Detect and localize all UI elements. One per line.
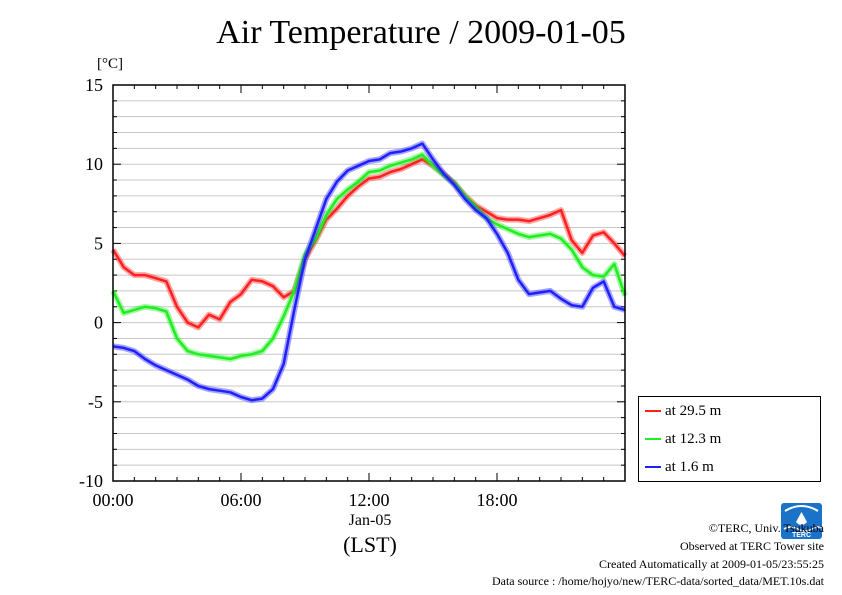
x-axis-date-label: Jan-05	[348, 512, 392, 529]
svg-text:TERC: TERC	[792, 532, 811, 539]
y-tick-label: 10	[85, 154, 103, 174]
chart-title: Air Temperature / 2009-01-05	[216, 14, 626, 51]
copyright-text: ©TERC, Univ. Tsukuba	[708, 521, 824, 535]
y-tick-label: -10	[79, 471, 103, 491]
source-text: Data source : /home/hojyo/new/TERC-data/…	[491, 574, 824, 588]
legend-label: at 12.3 m	[665, 430, 722, 447]
series-line	[112, 142, 626, 402]
x-axis-title: (LST)	[343, 532, 397, 557]
x-tick-label: 00:00	[92, 490, 133, 510]
y-tick-label: -5	[88, 392, 103, 412]
y-tick-label: 15	[85, 75, 103, 95]
legend-swatch-blue	[645, 466, 661, 468]
x-tick-label: 06:00	[220, 490, 261, 510]
y-axis-unit: [°C]	[97, 56, 123, 72]
plot-frame	[112, 84, 626, 482]
legend: at 29.5 m at 12.3 m at 1.6 m	[638, 396, 821, 482]
series-halo	[110, 151, 628, 362]
site-text: Observed at TERC Tower site	[679, 539, 824, 553]
legend-item: at 29.5 m	[645, 401, 721, 421]
legend-item: at 1.6 m	[645, 457, 714, 477]
legend-swatch-red	[645, 410, 661, 412]
legend-label: at 1.6 m	[665, 458, 714, 475]
x-tick-label: 18:00	[476, 490, 517, 510]
legend-swatch-green	[645, 438, 661, 440]
series-line	[111, 153, 627, 361]
y-tick-label: 5	[94, 233, 103, 253]
legend-item: at 12.3 m	[645, 429, 721, 449]
legend-label: at 29.5 m	[665, 402, 722, 419]
x-tick-label: 12:00	[348, 490, 389, 510]
created-text: Created Automatically at 2009-01-05/23:5…	[599, 557, 824, 571]
y-tick-label: 0	[94, 313, 103, 333]
terc-logo-icon: TERC	[781, 503, 822, 539]
series-line	[111, 158, 626, 329]
